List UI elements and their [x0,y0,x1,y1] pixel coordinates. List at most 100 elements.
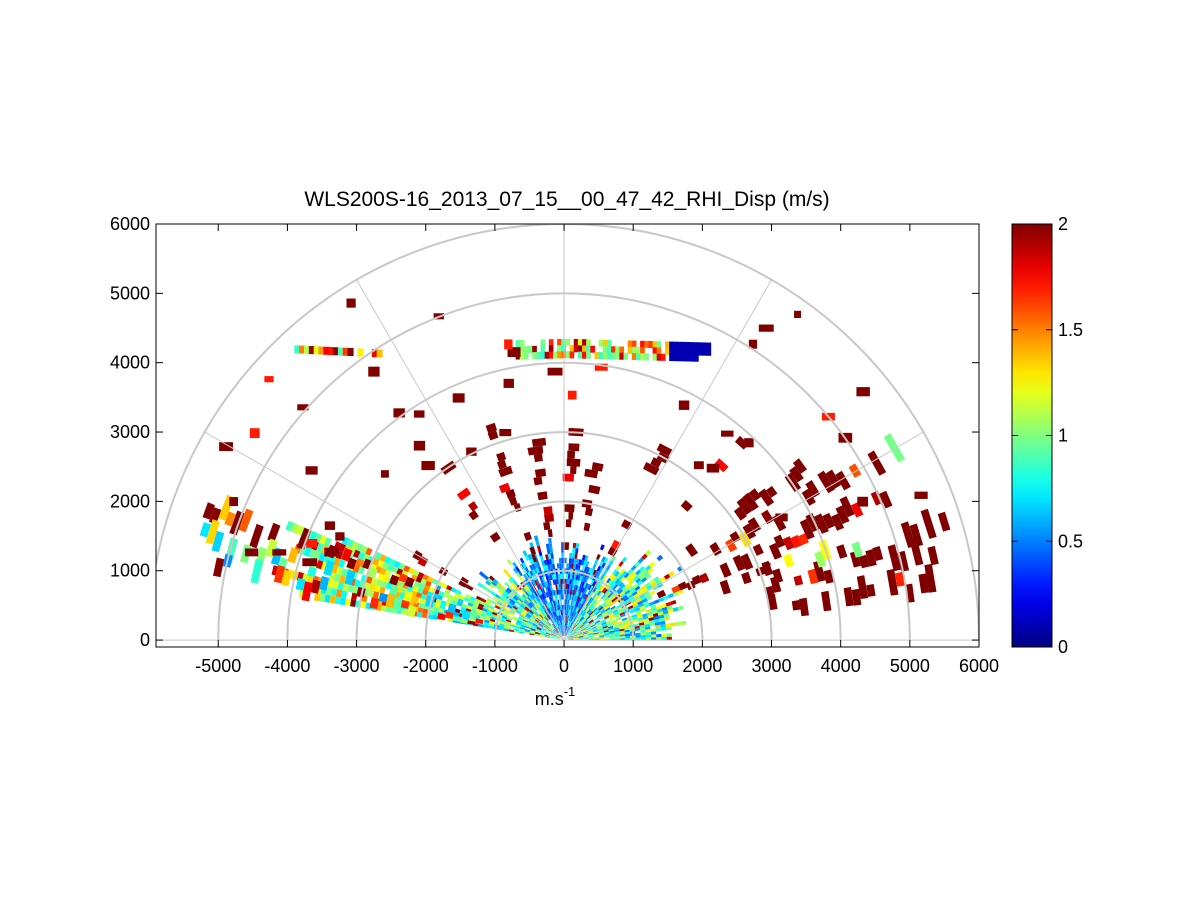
near-field-cell [593,632,599,635]
near-field-cell [662,609,669,615]
scatter-cell [758,324,774,332]
near-field-cell [533,562,538,569]
near-field-cell [567,626,571,632]
near-field-cell [501,592,508,598]
near-field-cell [619,611,625,616]
near-field-cell [559,594,562,600]
near-field-cell [503,611,509,616]
near-field-cell [581,618,586,623]
near-field-cell [531,615,537,620]
far-field-cell [792,458,807,474]
near-field-cell [319,535,327,545]
near-field-cell [575,628,581,632]
near-field-cell [614,631,620,634]
far-field-cell [505,488,516,499]
aerosol-band-cell [685,354,691,362]
near-field-cell [576,608,581,614]
near-field-cell [586,615,591,621]
near-field-cell [578,559,582,565]
near-field-cell [314,592,321,602]
near-field-cell [566,573,569,579]
near-field-cell [583,613,589,619]
near-field-cell [554,638,560,640]
near-field-cell [498,598,504,604]
near-field-cell [558,615,561,621]
aerosol-band-cell [577,351,583,359]
near-field-cell [561,620,563,626]
near-field-cell [352,564,360,573]
near-field-cell [581,576,585,582]
near-field-cell [574,606,577,612]
near-field-cell [564,630,567,636]
near-field-cell [587,596,592,602]
near-field-cell [504,609,510,614]
near-field-cell [550,618,554,624]
near-field-cell [567,634,572,638]
near-field-cell [644,593,651,598]
near-field-cell [587,603,592,608]
near-field-cell [484,619,490,624]
aerosol-band-cell [536,351,542,359]
near-field-cell [561,552,564,558]
near-field-cell [393,560,401,569]
near-field-cell [453,611,460,617]
near-field-cell [524,599,530,604]
aerosol-band-cell [606,346,612,354]
near-field-cell [540,620,546,625]
near-field-cell [584,594,589,600]
far-field-cell [485,422,497,434]
far-field-cell [879,490,893,509]
near-field-cell [407,567,415,575]
near-field-cell [598,615,604,620]
near-field-cell [446,598,453,604]
near-field-cell [555,637,561,639]
near-field-cell [549,636,555,638]
near-field-cell [485,580,492,586]
near-field-cell [569,621,572,627]
near-field-cell [568,638,574,640]
near-field-cell [592,563,597,570]
near-field-cell [465,594,472,600]
near-field-cell [584,614,589,619]
near-field-cell [588,610,593,616]
far-field-cell [732,554,746,572]
scatter-cell [249,428,260,439]
far-field-cell [301,581,313,602]
near-field-cell [576,620,581,626]
near-field-cell [607,600,613,606]
far-field-cell [772,568,784,584]
aerosol-band-cell [557,351,562,359]
near-field-cell [431,614,438,620]
near-field-cell [486,612,492,617]
near-field-cell [578,635,584,638]
far-field-cell [736,497,753,515]
near-field-cell [575,574,579,581]
near-field-cell [434,602,441,608]
near-field-cell [648,601,655,606]
near-field-cell [531,563,536,570]
near-field-cell [548,602,552,608]
aerosol-band-cell [640,347,645,355]
near-field-cell [625,635,631,639]
near-field-cell [501,615,508,620]
near-field-cell [548,627,554,631]
far-field-cell [467,620,476,625]
near-field-cell [618,609,625,614]
far-field-cell [680,499,693,512]
near-field-cell [561,630,564,636]
aerosol-band-cell [565,338,571,346]
near-field-cell [539,577,544,583]
near-field-cell [592,587,597,593]
near-field-cell [506,617,512,621]
far-field-cell [807,568,819,585]
far-field-cell [534,468,547,478]
near-field-cell [549,626,554,631]
near-field-cell [339,575,346,584]
near-field-cell [568,605,571,611]
near-field-cell [529,558,534,565]
far-field-cell [741,571,752,585]
near-field-cell [551,631,557,635]
near-field-cell [618,626,625,630]
near-field-cell [562,625,564,631]
near-field-cell [557,615,560,621]
